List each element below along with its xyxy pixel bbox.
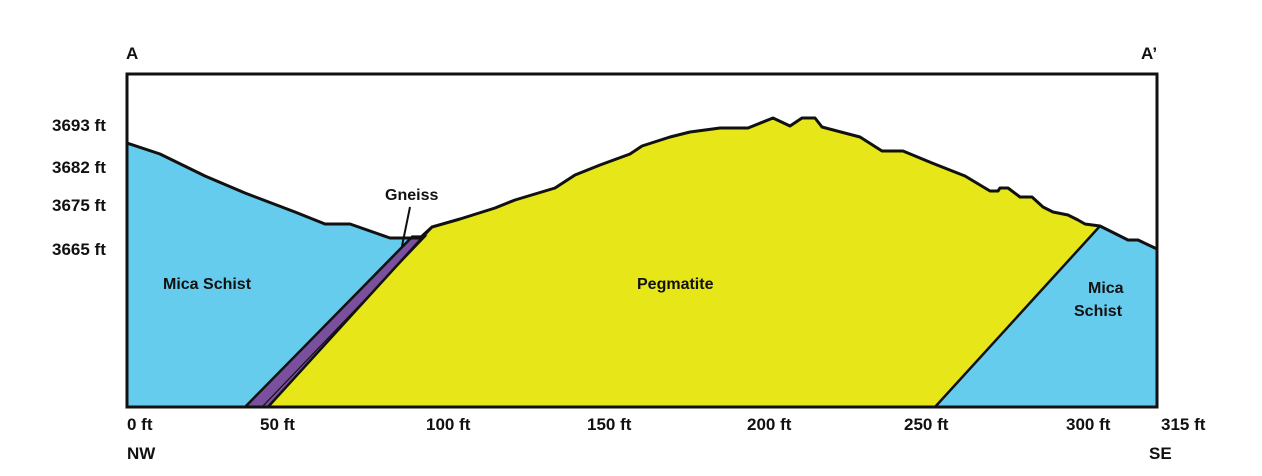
contact-line-pegmatite-schist <box>934 225 1101 408</box>
gneiss-label: Gneiss <box>385 187 439 204</box>
distance-label-250: 250 ft <box>904 415 949 434</box>
distance-label-150: 150 ft <box>587 415 632 434</box>
direction-label-se: SE <box>1149 444 1172 463</box>
elevation-label-3693: 3693 ft <box>52 116 106 135</box>
distance-label-100: 100 ft <box>426 415 471 434</box>
pegmatite-label: Pegmatite <box>637 276 714 293</box>
distance-label-315: 315 ft <box>1161 415 1206 434</box>
distance-label-0: 0 ft <box>127 415 153 434</box>
contact-line-schist-gneiss <box>244 236 413 408</box>
distance-label-50: 50 ft <box>260 415 295 434</box>
mica-schist-right-label-line1: Mica <box>1088 280 1124 297</box>
distance-label-300: 300 ft <box>1066 415 1111 434</box>
distance-label-200: 200 ft <box>747 415 792 434</box>
mica-schist-left-label: Mica Schist <box>163 276 252 293</box>
direction-label-nw: NW <box>127 444 156 463</box>
contact-line-gneiss-pegmatite <box>267 226 433 408</box>
elevation-label-3675: 3675 ft <box>52 196 106 215</box>
elevation-label-3665: 3665 ft <box>52 240 106 259</box>
mica-schist-right-label-line2: Schist <box>1074 303 1123 320</box>
section-frame <box>125 72 1159 409</box>
section-start-label: A <box>126 44 139 63</box>
gneiss-leader-line <box>401 206 411 247</box>
section-end-label: A’ <box>1141 44 1158 63</box>
elevation-label-3682: 3682 ft <box>52 158 106 177</box>
